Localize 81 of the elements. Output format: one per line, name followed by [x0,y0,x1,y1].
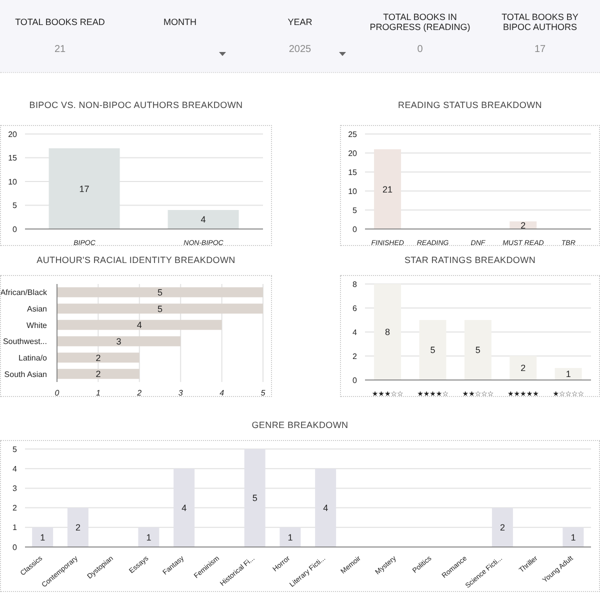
y-tick-label: 5 [12,201,18,210]
data-label: 5 [475,345,480,356]
y-tick-label: Latina/o [18,354,48,362]
y-tick-label: 2 [352,352,358,361]
data-label: 17 [79,184,90,194]
data-label: 4 [136,320,142,330]
y-tick-label: 4 [352,328,358,337]
y-tick-label: 20 [8,130,18,139]
bar [464,320,492,380]
data-label: 5 [157,287,163,298]
y-tick-label: 5 [352,206,358,215]
bar [510,356,537,380]
text: 17 [534,44,546,55]
x-tick-label: 0 [54,388,60,398]
bar [374,284,402,380]
y-tick-label: Southwest... [2,337,47,346]
chart-title: AUTHOUR'S RACIAL IDENTITY BREAKDOWN [36,255,236,265]
y-tick-label: 10 [8,177,18,186]
y-tick-label: 0 [12,224,18,234]
y-tick-label: 1 [12,523,18,532]
data-label: 8 [385,327,390,338]
category-label: MONTH [162,16,198,29]
chart-title: READING STATUS BREAKDOWN [397,100,543,110]
data-label: 2 [75,522,80,533]
data-label: 5 [430,345,436,356]
data-label: 4 [182,502,187,513]
bar [554,368,582,380]
x-tick-label: 4 [220,388,225,398]
y-tick-label: 3 [12,484,18,494]
y-tick-label: 15 [348,168,358,177]
data-label: 5 [252,493,258,504]
bar [57,368,140,379]
category-label: TOTAL BOOKS READ [14,16,106,29]
data-label: 4 [323,502,328,513]
text: 21 [54,44,66,55]
data-label: 2 [520,220,526,230]
y-tick-label: 5 [12,444,18,454]
x-tick-label: 1 [96,388,100,398]
data-label: 2 [96,369,101,380]
data-label: 1 [570,532,576,542]
data-label: 3 [116,336,122,346]
x-tick-label: 3 [178,388,184,398]
data-label: 21 [382,184,393,194]
bar [57,352,140,363]
y-tick-label: Asian [26,304,47,314]
data-label: 2 [520,363,526,374]
text: 0 [417,44,423,55]
y-tick-label: 15 [8,154,18,163]
text: 2025 [288,44,312,55]
y-tick-label: 4 [12,464,18,474]
x-tick-label: 5 [260,388,266,398]
y-tick-label: 0 [12,542,18,552]
category-label: YEAR [286,16,314,29]
y-tick-label: 20 [348,148,358,158]
category-label: TOTAL BOOKS IN PROGRESS (READING) [368,11,472,34]
y-tick-label: 10 [348,186,358,196]
category-label: TOTAL BOOKS BY BIPOC AUTHORS [500,11,580,34]
y-tick-label: South Asian [4,370,47,379]
y-tick-label: 6 [352,304,358,313]
data-label: 4 [200,214,206,225]
data-label: 1 [566,369,571,380]
y-tick-label: 2 [12,504,18,513]
data-label: 1 [288,532,293,542]
data-label: 1 [146,532,152,542]
chart-title: STAR RATINGS BREAKDOWN [403,255,537,265]
y-tick-label: White [26,320,48,330]
bar [57,287,263,298]
x-tick-label: 2 [136,388,142,398]
bar [419,320,446,380]
y-tick-label: 8 [352,280,358,289]
chart-title: BIPOC VS. NON-BIPOC AUTHORS BREAKDOWN [28,100,244,110]
data-label: 2 [96,352,101,363]
bar [57,320,222,330]
y-tick-label: 25 [348,130,358,139]
chart-title: GENRE BREAKDOWN [250,420,350,430]
bar [57,336,181,346]
y-tick-label: 0 [352,376,358,385]
data-label: 5 [157,304,163,314]
data-label: 2 [500,522,505,533]
bar [57,304,263,314]
y-tick-label: 0 [352,224,358,234]
